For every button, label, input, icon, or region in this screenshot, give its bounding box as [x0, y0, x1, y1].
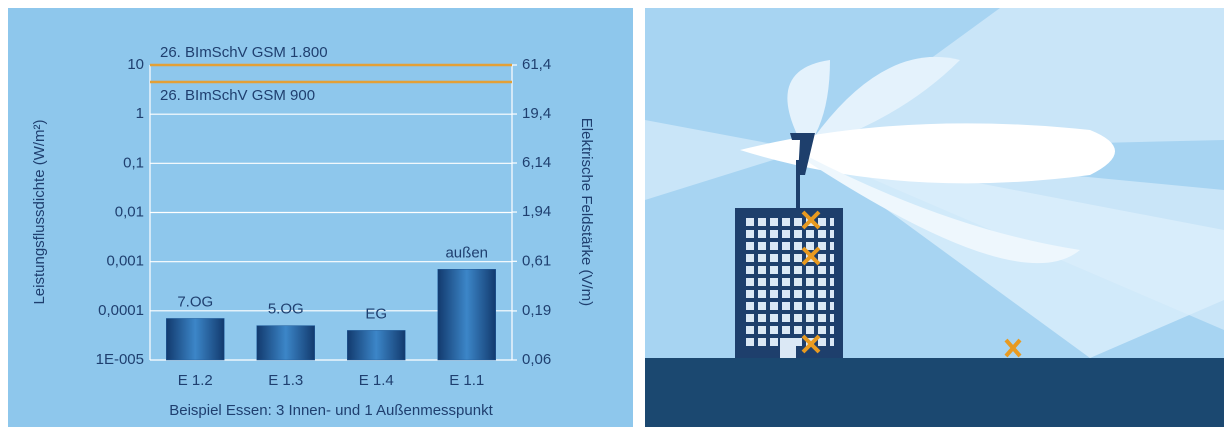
x-tick-label: E 1.2: [178, 372, 213, 389]
y2-tick-label: 0,19: [522, 302, 551, 319]
bar-annotation: 5.OG: [268, 301, 304, 318]
bar: [437, 269, 496, 361]
antenna-mast: [796, 160, 800, 210]
x-tick-label: E 1.1: [449, 372, 484, 389]
bar: [256, 325, 315, 361]
windows: [744, 214, 834, 346]
bar: [166, 318, 225, 361]
chart-background: [8, 8, 633, 427]
bar-annotation: EG: [365, 305, 387, 322]
y-tick-label: 1E-005: [96, 351, 144, 368]
y2-tick-label: 6,14: [522, 154, 551, 171]
y2-axis-label: Elektrische Feldstärke (V/m): [578, 118, 595, 306]
y-tick-label: 0,001: [106, 253, 144, 270]
reference-label: 26. BImSchV GSM 900: [160, 87, 315, 104]
y-axis-label: Leistungsflussdichte (W/m²): [31, 119, 48, 304]
y2-tick-label: 61,4: [522, 56, 551, 73]
y-tick-label: 10: [127, 56, 144, 73]
y-tick-label: 0,1: [123, 154, 144, 171]
x-tick-label: E 1.3: [268, 372, 303, 389]
lobe: [805, 56, 960, 150]
y2-tick-label: 19,4: [522, 105, 551, 122]
marker: [801, 334, 821, 354]
lobe: [805, 155, 1080, 264]
antenna: [790, 133, 815, 175]
bar: [347, 330, 406, 361]
y-tick-label: 1: [136, 105, 144, 122]
bar-annotation: 7.OG: [177, 293, 213, 310]
reference-label: 26. BImSchV GSM 1.800: [160, 44, 328, 61]
beam: [645, 120, 805, 200]
ground: [645, 358, 1224, 427]
markers: [801, 210, 1022, 358]
marker: [801, 246, 821, 266]
bar-annotation: außen: [445, 244, 488, 261]
marker: [1004, 338, 1022, 358]
lobe: [787, 60, 830, 150]
y2-tick-label: 1,94: [522, 203, 551, 220]
x-tick-label: E 1.4: [359, 372, 394, 389]
y2-tick-label: 0,61: [522, 252, 551, 269]
illustration: [645, 8, 1224, 427]
door: [780, 338, 796, 358]
y2-tick-label: 0,06: [522, 351, 551, 368]
beam: [805, 8, 1224, 150]
y-tick-label: 0,0001: [98, 302, 144, 319]
main-lobe: [740, 123, 1115, 184]
x-axis-label: Beispiel Essen: 3 Innen- und 1 Außenmess…: [169, 402, 493, 419]
y-tick-label: 0,01: [115, 203, 144, 220]
marker: [801, 210, 821, 230]
chart: Leistungsflussdichte (W/m²) Elektrische …: [31, 44, 595, 419]
